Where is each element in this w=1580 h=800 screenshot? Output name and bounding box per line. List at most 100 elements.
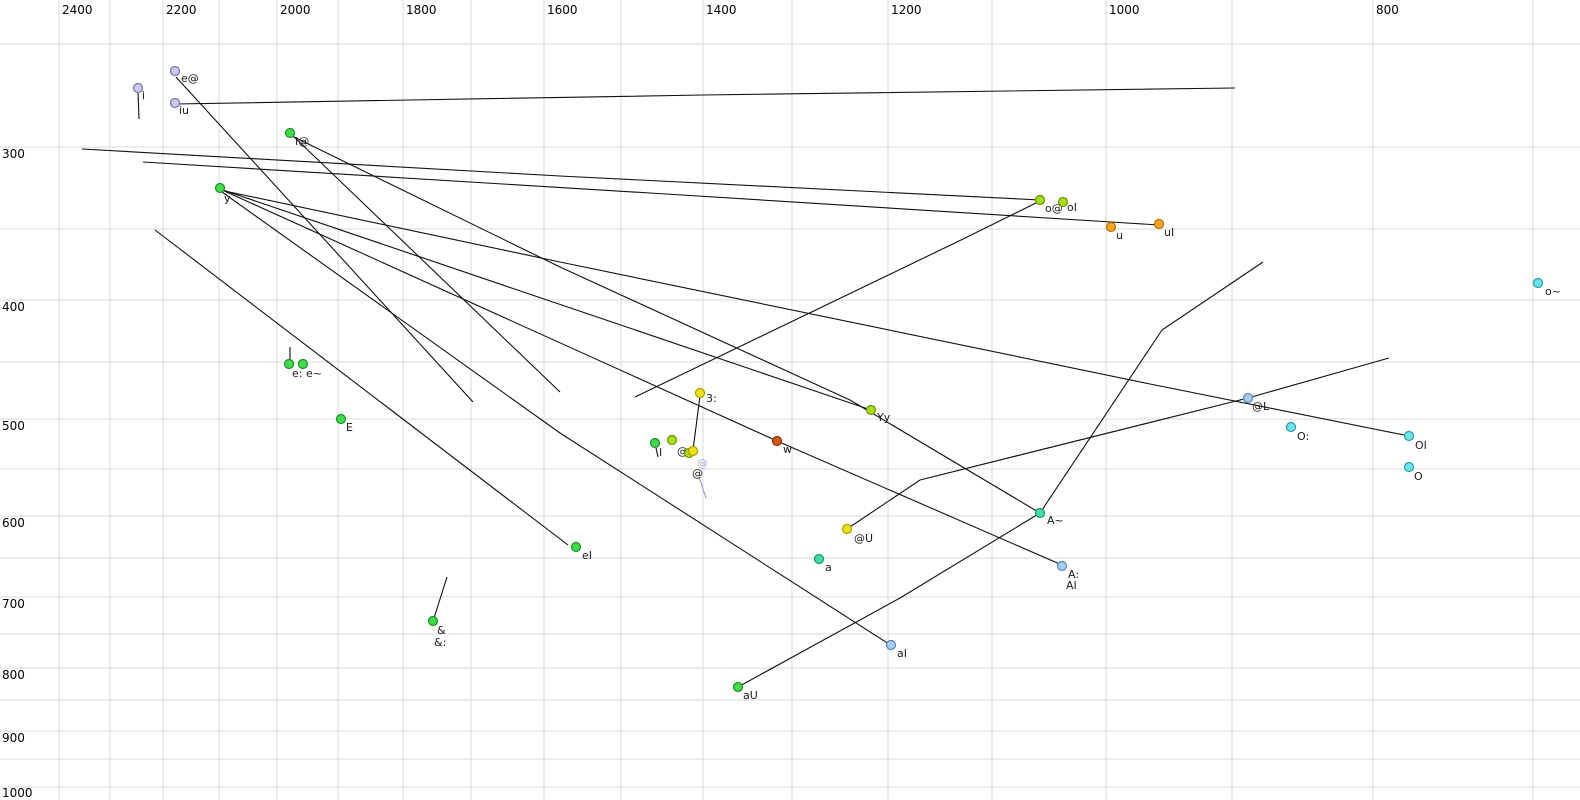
trajectory-e-line [175, 76, 474, 403]
x-axis-tick-label: 800 [1376, 3, 1399, 17]
vowel-label-o: o~ [1545, 285, 1561, 298]
x-axis-tick-label: 1000 [1109, 3, 1140, 17]
vowel-label-a: a [825, 561, 832, 574]
vowel-label-pt: @ [692, 467, 703, 480]
y-axis-tick-label: 400 [2, 300, 25, 314]
y-axis-tick-label: 600 [2, 516, 25, 530]
vowel-point-o[interactable] [1034, 194, 1046, 206]
vowel-point-l[interactable] [1242, 392, 1254, 404]
vowel-point-i[interactable] [649, 437, 661, 449]
vowel-point-oi[interactable] [1403, 430, 1415, 442]
trajectory-3-tail [692, 395, 701, 451]
vowel-label-i: I [659, 446, 662, 459]
trajectory-au-line [737, 261, 1264, 688]
y-axis-tick-label: 700 [2, 597, 25, 611]
trajectory-o-line [81, 148, 1041, 201]
vowel-label-ei: eI [582, 549, 592, 562]
vowel-label-e: e~ [306, 367, 322, 380]
x-axis-tick-label: 2400 [62, 3, 93, 17]
x-axis-tick-label: 1800 [406, 3, 437, 17]
trajectory-ai-line [221, 191, 893, 647]
vowel-point-ui[interactable] [1153, 218, 1165, 230]
vowel-label-pt: @ [697, 457, 708, 470]
vowel-label-a: A: [1068, 568, 1079, 581]
trajectory-tail [433, 576, 448, 619]
y-axis-tick-label: 800 [2, 668, 25, 682]
trajectory-i-line [289, 132, 561, 393]
x-axis-tick-label: 1400 [706, 3, 737, 17]
trajectory-u-line [846, 357, 1390, 530]
vowel-point-e[interactable] [297, 358, 309, 370]
vowel-point-oi[interactable] [1057, 196, 1069, 208]
vowel-label-i: i [142, 89, 145, 102]
vowel-label-i: I@ [295, 135, 309, 148]
vowel-label-3: 3: [706, 392, 717, 405]
vowel-label-e: E [346, 421, 353, 434]
y-axis-tick-label: 300 [2, 147, 25, 161]
vowel-label-ui: uI [1164, 226, 1174, 239]
x-axis-tick-label: 1200 [891, 3, 922, 17]
vowel-label-e: e@ [181, 72, 199, 85]
trajectory-i-tail [137, 90, 140, 120]
vowel-point-i[interactable] [284, 127, 296, 139]
vowel-point-w[interactable] [771, 435, 783, 447]
vowel-label-a: A~ [1047, 514, 1064, 527]
vowel-point-y[interactable] [214, 182, 226, 194]
vowel-point-ei[interactable] [570, 541, 582, 553]
vowel-point-e[interactable] [283, 358, 295, 370]
y-axis-tick-label: 500 [2, 419, 25, 433]
vowel-point-au[interactable] [732, 681, 744, 693]
trajectory-i-tail [655, 447, 659, 458]
x-axis-tick-label: 1600 [547, 3, 578, 17]
trajectory-a-line [289, 134, 1041, 514]
vowel-label-pt: @ [677, 445, 688, 458]
vowel-label-ai: aI [897, 647, 907, 660]
vowel-point-a[interactable] [813, 553, 825, 565]
vowel-label-u: u [1116, 229, 1123, 242]
vowel-label-y: y [224, 192, 231, 205]
vowel-label-l: @L [1252, 400, 1270, 413]
vowel-point-u[interactable] [841, 523, 853, 535]
vowel-label-u: @U [854, 532, 873, 545]
vowel-label-ai: AI [1066, 579, 1077, 592]
y-axis-tick-label: 1000 [2, 786, 33, 800]
vowel-label-pt: & [437, 624, 446, 637]
vowel-point-o[interactable] [1285, 421, 1297, 433]
vowel-point-u[interactable] [1105, 221, 1117, 233]
x-axis-tick-label: 2200 [166, 3, 197, 17]
vowel-label-o: o@ [1045, 202, 1063, 215]
vowel-point-iu[interactable] [169, 97, 181, 109]
vowel-label-iu: iu [179, 104, 189, 117]
trajectory-ui-line [142, 161, 1160, 226]
vowel-point-i[interactable] [132, 82, 144, 94]
vowel-point-pt[interactable] [427, 615, 439, 627]
y-axis-tick-label: 900 [2, 731, 25, 745]
trajectory-iu-line [175, 87, 1236, 105]
vowel-label-pt: &: [434, 636, 446, 649]
trajectory-o-rise [634, 200, 1041, 398]
vowel-label-au: aU [743, 689, 758, 702]
vowel-label-o: O [1414, 470, 1423, 483]
trajectory-ei-line [154, 229, 569, 546]
vowel-point-ai[interactable] [885, 639, 897, 651]
trajectory-yy-line [219, 188, 872, 411]
vowel-label-oi: oI [1067, 201, 1077, 214]
vowel-point-a[interactable] [1056, 560, 1068, 572]
vowel-point-3[interactable] [694, 387, 706, 399]
vowel-point-e[interactable] [335, 413, 347, 425]
vowel-point-a[interactable] [1034, 507, 1046, 519]
vowel-point-e[interactable] [169, 65, 181, 77]
vowel-point-yy[interactable] [865, 404, 877, 416]
vowel-point-o[interactable] [1532, 277, 1544, 289]
trajectory-oi-line [219, 189, 1410, 437]
x-axis-tick-label: 2000 [280, 3, 311, 17]
vowel-point-o[interactable] [1403, 461, 1415, 473]
trajectory-w-ai-line [219, 188, 1063, 566]
vowel-label-w: w [783, 443, 792, 456]
vowel-point-pt[interactable] [687, 445, 699, 457]
trajectory-tail [698, 476, 707, 499]
vowel-label-oi: OI [1415, 439, 1427, 452]
vowel-label-e: e: [292, 367, 302, 380]
vowel-point-pt[interactable] [666, 434, 678, 446]
